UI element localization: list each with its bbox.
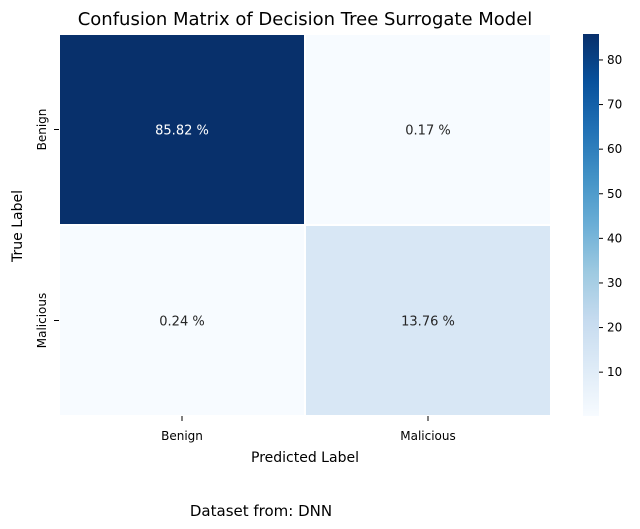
heatmap-cell	[58, 224, 306, 417]
colorbar	[583, 34, 599, 416]
chart-title: Confusion Matrix of Decision Tree Surrog…	[78, 9, 533, 30]
colorbar-tick-label: 40	[607, 231, 622, 245]
y-axis-label: True Label	[10, 190, 26, 263]
colorbar-tick-label: 60	[607, 142, 622, 156]
cell-value-label: 13.76 %	[401, 315, 455, 330]
cell-value-label: 0.24 %	[159, 315, 204, 330]
y-tick-label: Malicious	[35, 293, 49, 349]
heatmap-cell	[58, 33, 306, 226]
heatmap-cells: 85.82 % 0.17 % 0.24 % 13.76 %	[58, 33, 552, 417]
x-axis-ticks: Benign Malicious	[161, 416, 456, 443]
heatmap-cell	[304, 224, 552, 417]
x-tick-label: Benign	[161, 429, 203, 443]
x-axis-label: Predicted Label	[251, 450, 359, 466]
cell-value-label: 85.82 %	[155, 124, 209, 139]
colorbar-tick-label: 50	[607, 187, 622, 201]
colorbar-tick-label: 30	[607, 276, 622, 290]
colorbar-tick-label: 80	[607, 53, 622, 67]
dataset-footer: Dataset from: DNN	[190, 502, 332, 520]
y-tick-label: Benign	[35, 109, 49, 151]
colorbar-tick-label: 10	[607, 365, 622, 379]
colorbar-tick-label: 70	[607, 98, 622, 112]
heatmap-cell	[304, 33, 552, 226]
cell-value-label: 0.17 %	[405, 124, 450, 139]
y-axis-ticks: Benign Malicious	[35, 109, 59, 349]
x-tick-label: Malicious	[400, 429, 456, 443]
colorbar-tick-label: 20	[607, 321, 622, 335]
colorbar-ticks: 10 20 30 40 50 60 70 80	[599, 53, 622, 379]
